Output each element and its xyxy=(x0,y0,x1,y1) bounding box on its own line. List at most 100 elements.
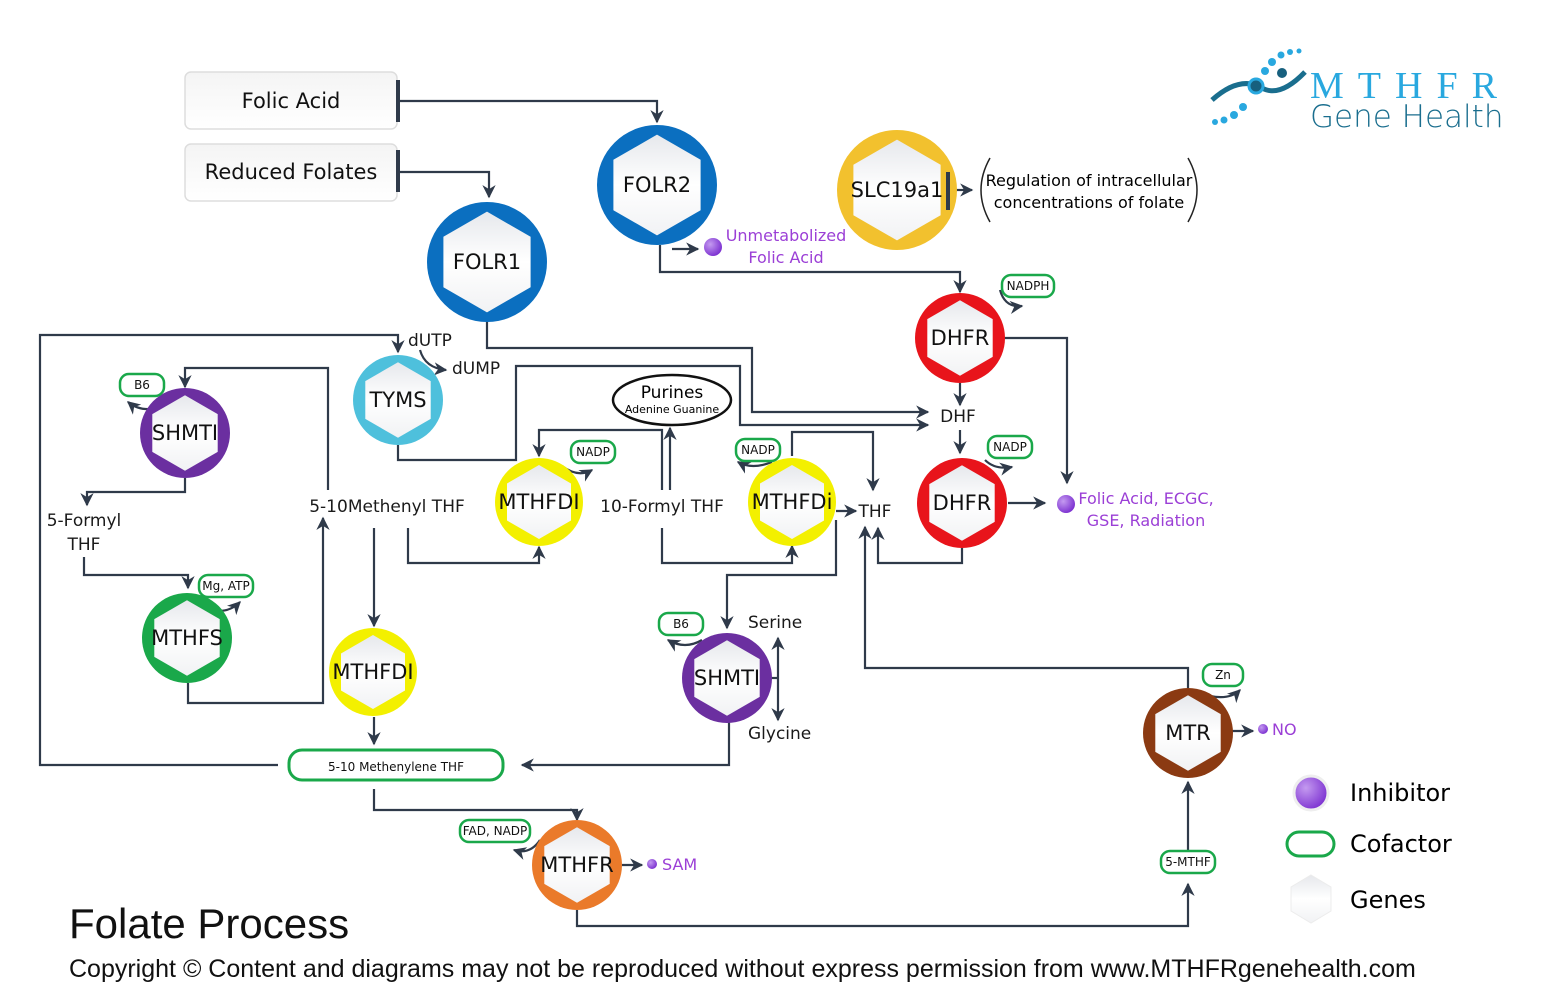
legend-genes: Genes xyxy=(1350,886,1426,914)
gene-label: FOLR1 xyxy=(453,250,521,274)
cofactor-pill xyxy=(458,818,532,844)
genes: FOLR2 FOLR1 SLC19a1 DHFR DHFR TYMS SHMTI MTHFS M… xyxy=(140,125,1233,910)
dutp-label: dUTP xyxy=(408,331,452,351)
gene-label: TYMS xyxy=(368,388,426,412)
cofactor-five-mthf: 5-MTHF xyxy=(1159,849,1217,875)
gene-label: MTHFS xyxy=(151,626,223,650)
formyl5-label: 5-Formyl xyxy=(47,511,122,531)
gene-hexagon xyxy=(694,640,760,716)
cofactor-pill xyxy=(287,748,505,782)
source-reduced-folates: Reduced Folates xyxy=(184,143,400,202)
cofactor-pill xyxy=(197,573,255,599)
gene-label: MTHFR xyxy=(540,853,613,877)
gene-label: MTHFDi xyxy=(752,490,833,514)
inhibitors: Unmetabolized Folic Acid Folic Acid, ECG… xyxy=(647,226,1297,874)
dump-label: dUMP xyxy=(452,359,500,379)
no-label: NO xyxy=(1272,720,1297,739)
gene-hexagon xyxy=(613,134,701,236)
copyright-notice: Copyright © Content and diagrams may not… xyxy=(69,955,1416,983)
gene-hexagon xyxy=(443,211,531,313)
mthfr-logo: MTHFR Gene Health xyxy=(1210,48,1511,135)
gene-hexagon xyxy=(154,600,220,676)
regulation-note: Regulation of intracellular concentratio… xyxy=(980,157,1198,223)
cofactor-nadp-dhfr: NADP xyxy=(986,434,1034,460)
gene-label: SHMTI xyxy=(152,421,218,445)
cofactor-pill xyxy=(657,611,705,637)
purines-label: Purines xyxy=(641,383,704,403)
cofactor-b6-mid: B6 xyxy=(657,611,705,637)
unmetabolized-label: Folic Acid xyxy=(748,248,823,267)
gene-mtr: MTR xyxy=(1143,688,1233,778)
gene-folr1: FOLR1 xyxy=(427,202,547,322)
gene-tyms: TYMS xyxy=(353,355,443,445)
cofactor-pill xyxy=(986,434,1034,460)
gene-label: SHMTI xyxy=(694,666,760,690)
gene-label: DHFR xyxy=(931,326,990,350)
cofactor-label: NADP xyxy=(576,445,610,459)
gene-hexagon xyxy=(929,465,995,541)
cofactor-pill xyxy=(118,372,166,398)
source-label: Folic Acid xyxy=(242,89,341,113)
gene-label: SLC19a1 xyxy=(851,178,944,202)
inhibitor-dot xyxy=(1057,495,1075,513)
gene-label: DHFR xyxy=(933,491,992,515)
cofactor-label: Mg, ATP xyxy=(202,579,249,593)
cofactor-pill xyxy=(569,439,617,465)
gene-dhfr-bottom: DHFR xyxy=(917,458,1007,548)
cofactor-label: NADP xyxy=(993,440,1027,454)
page-title: Folate Process xyxy=(69,900,349,947)
gene-dhfr-top: DHFR xyxy=(915,293,1005,383)
cofactor-nadp-right: NADP xyxy=(734,437,782,463)
gene-hexagon xyxy=(1155,695,1221,771)
gene-label: FOLR2 xyxy=(623,173,691,197)
cofactor-label: B6 xyxy=(134,378,150,392)
gene-hexagon xyxy=(365,362,431,438)
legend-inhibitor: Inhibitor xyxy=(1350,779,1450,807)
cofactor-methenylene: 5-10 Methenylene THF xyxy=(287,748,505,782)
gene-mthfdi-right: MTHFDi xyxy=(748,458,836,546)
purines-node: Purines Adenine Guanine xyxy=(611,373,733,427)
slc19a1-bar xyxy=(946,172,950,210)
cofactor-pill xyxy=(1201,662,1245,688)
cofactor-label: FAD, NADP xyxy=(463,824,528,838)
gene-hexagon xyxy=(760,465,824,539)
formyl5-label: THF xyxy=(67,535,101,555)
gene-hexagon xyxy=(544,827,610,903)
cofactor-label: 5-MTHF xyxy=(1165,855,1211,869)
cofactor-label: NADPH xyxy=(1007,279,1050,293)
gene-hexagon xyxy=(853,139,941,241)
source-label: Reduced Folates xyxy=(205,160,378,184)
gene-mthfdi-low: MTHFDI xyxy=(329,628,417,716)
logo-text: Gene Health xyxy=(1310,99,1503,135)
cofactor-pill xyxy=(1159,849,1217,875)
methenyl-thf-label: 5-10Methenyl THF xyxy=(309,497,465,517)
logo-text: MTHFR xyxy=(1310,65,1511,107)
inhibitor-dot xyxy=(647,859,657,869)
gene-mthfr: MTHFR xyxy=(532,820,622,910)
sam-label: SAM xyxy=(662,855,697,874)
gene-shmti-mid: SHMTI xyxy=(682,633,772,723)
folic-inhibitor-label: Folic Acid, ECGC, xyxy=(1078,489,1213,508)
cofactor-legend-icon xyxy=(1285,830,1336,858)
gene-label: MTHFDI xyxy=(332,660,413,684)
inhibitor-dot xyxy=(1258,724,1268,734)
cofactor-fad-nadp: FAD, NADP xyxy=(458,818,532,844)
cofactor-mg-atp: Mg, ATP xyxy=(197,573,255,599)
gene-slc19a1: SLC19a1 xyxy=(837,130,957,250)
legend-cofactor: Cofactor xyxy=(1350,830,1452,858)
unmetabolized-label: Unmetabolized xyxy=(726,226,847,245)
cofactor-label: Zn xyxy=(1215,668,1231,682)
gene-shmti-left: SHMTI xyxy=(140,388,230,478)
regulation-line: Regulation of intracellular xyxy=(986,171,1193,190)
formyl10-thf-label: 10-Formyl THF xyxy=(600,497,724,517)
metabolites: dUTP dUMP 5-Formyl THF 5-10Methenyl THF … xyxy=(47,331,976,744)
gene-hexagon xyxy=(341,635,405,709)
gene-hexagon xyxy=(152,395,218,471)
folic-inhibitor-label: GSE, Radiation xyxy=(1087,511,1205,530)
inhibitor-legend-icon xyxy=(1292,774,1330,812)
cofactor-nadp-mid: NADP xyxy=(569,439,617,465)
cofactors: B6 Mg, ATP NADP NADP NADPH NADP B6 Zn FAD, NADP 5… xyxy=(118,273,1245,875)
gene-mthfs: MTHFS xyxy=(142,593,232,683)
thf-label: THF xyxy=(858,502,892,522)
